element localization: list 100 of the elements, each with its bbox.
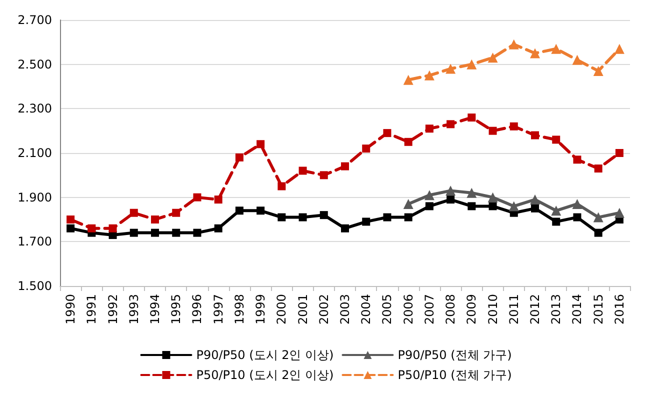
x-tick-label: 2008 xyxy=(444,294,458,325)
point xyxy=(88,224,96,232)
point xyxy=(488,52,498,63)
point xyxy=(615,149,624,157)
x-tick-label: 1992 xyxy=(106,294,120,325)
point xyxy=(108,224,117,232)
point xyxy=(151,228,159,237)
point xyxy=(425,202,434,210)
point xyxy=(594,228,602,237)
point xyxy=(531,204,539,212)
point xyxy=(235,153,244,162)
point xyxy=(193,228,202,237)
point xyxy=(214,196,222,204)
point xyxy=(320,211,328,220)
y-tick-label: 1.900 xyxy=(18,190,52,204)
point xyxy=(510,122,518,130)
point xyxy=(278,182,286,190)
point xyxy=(383,213,392,222)
point xyxy=(425,124,434,133)
y-tick-label: 2.100 xyxy=(18,146,52,160)
x-tick-label: 2016 xyxy=(612,294,626,325)
point xyxy=(593,66,604,76)
point xyxy=(172,208,180,217)
point xyxy=(151,216,159,224)
point xyxy=(593,212,604,222)
point xyxy=(172,228,180,237)
point xyxy=(403,74,414,85)
x-tick-label: 2011 xyxy=(506,294,521,325)
y-tick-label: 2.300 xyxy=(18,102,52,116)
point xyxy=(278,213,286,222)
point xyxy=(572,54,582,65)
point xyxy=(298,213,307,222)
x-tick-label: 2005 xyxy=(380,294,394,325)
legend-label: P50/P10 (도시 2인 이상) xyxy=(196,368,334,382)
point xyxy=(446,64,456,74)
point xyxy=(488,202,497,210)
point xyxy=(468,114,476,122)
point xyxy=(466,188,477,198)
point xyxy=(341,162,349,170)
x-tick-label: 1994 xyxy=(148,294,162,325)
point xyxy=(446,186,456,196)
x-tick-label: 1996 xyxy=(190,294,204,325)
point xyxy=(551,206,562,216)
y-tick-label: 1.700 xyxy=(18,234,52,249)
x-tick-label: 2015 xyxy=(591,294,606,325)
point xyxy=(214,224,222,232)
x-tick-label: 2001 xyxy=(296,294,310,325)
point xyxy=(256,206,265,215)
point xyxy=(362,218,370,226)
point xyxy=(383,129,392,138)
point xyxy=(424,190,434,200)
point xyxy=(508,39,519,50)
point xyxy=(573,213,582,222)
x-tick-label: 2007 xyxy=(422,294,436,325)
point xyxy=(530,48,540,58)
x-tick-label: 1991 xyxy=(84,294,99,325)
point xyxy=(552,136,560,144)
y-tick-label: 2.500 xyxy=(18,57,52,72)
point xyxy=(362,144,370,153)
point xyxy=(193,193,202,202)
x-tick-label: 2000 xyxy=(274,294,289,325)
point xyxy=(404,138,412,146)
x-tick-label: 2012 xyxy=(528,294,542,325)
x-tick-label: 1997 xyxy=(211,294,226,325)
x-tick-label: 1990 xyxy=(64,294,78,325)
y-tick-label: 2.700 xyxy=(18,13,52,27)
x-tick-label: 2003 xyxy=(338,294,352,325)
point xyxy=(66,224,75,232)
point xyxy=(468,202,476,210)
x-tick-label: 2009 xyxy=(464,294,479,325)
x-tick-label: 1999 xyxy=(254,294,268,325)
point xyxy=(320,171,328,180)
point xyxy=(446,120,455,128)
point xyxy=(488,126,497,135)
point xyxy=(130,228,138,237)
x-tick-label: 2004 xyxy=(359,294,374,325)
x-tick-label: 2010 xyxy=(486,294,500,325)
point xyxy=(488,192,498,202)
point xyxy=(404,213,412,222)
point xyxy=(530,194,540,205)
point xyxy=(508,201,519,212)
point xyxy=(446,196,455,204)
legend-label: P50/P10 (전체 가구) xyxy=(398,368,512,382)
x-tick-label: 2006 xyxy=(401,294,416,325)
x-tick-label: 2013 xyxy=(549,294,564,325)
point xyxy=(130,208,138,217)
point xyxy=(466,59,477,70)
point xyxy=(573,156,582,164)
x-tick-label: 1995 xyxy=(169,294,184,325)
point xyxy=(594,164,602,173)
point xyxy=(235,206,244,215)
point xyxy=(341,224,349,232)
x-tick-label: 1993 xyxy=(126,294,141,325)
x-tick-label: 2002 xyxy=(316,294,331,325)
point xyxy=(531,131,539,140)
x-tick-label: 2014 xyxy=(570,294,584,325)
legend-label: P90/P50 (도시 2인 이상) xyxy=(196,348,334,362)
point xyxy=(298,166,307,175)
point xyxy=(403,198,414,209)
point xyxy=(551,44,562,54)
